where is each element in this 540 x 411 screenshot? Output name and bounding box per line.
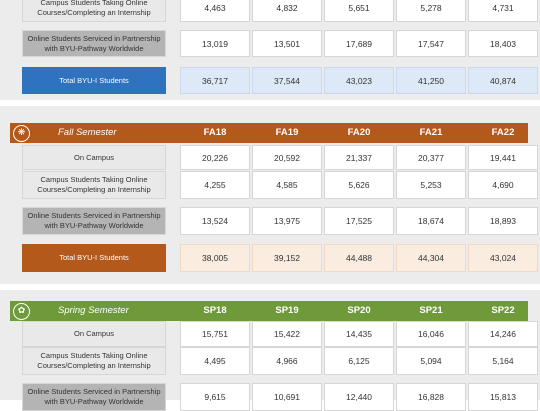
row-label: On Campus [22,145,166,170]
spring-pathway-row: Online Students Serviced in Partnership … [22,383,538,411]
value-cell: 4,690 [468,171,538,199]
value-cell: 43,024 [468,244,538,272]
value-cell: 5,094 [396,347,466,375]
value-cell: 18,674 [396,207,466,235]
value-cell: 4,832 [252,0,322,22]
value-cell: 18,403 [468,30,538,57]
value-cell: 19,441 [468,145,538,170]
row-label: Online Students Serviced in Partnership … [22,207,166,235]
value-cell: 13,975 [252,207,322,235]
value-cell: 17,689 [324,30,394,57]
value-cell: 10,691 [252,383,322,411]
column-header: FA20 [347,127,371,138]
value-cell: 39,152 [252,244,322,272]
value-cell: 4,463 [180,0,250,22]
spring-header: ✿ Spring Semester SP18 SP19 SP20 SP21 SP… [10,301,528,321]
value-cell: 15,751 [180,321,250,347]
value-cell: 16,046 [396,321,466,347]
value-cell: 5,164 [468,347,538,375]
flower-icon: ✿ [13,303,30,320]
row-label: Campus Students Taking Online Courses/Co… [22,0,166,22]
semester-title: Fall Semester [58,127,117,138]
spring-on-campus-row: On Campus 15,751 15,422 14,435 16,046 14… [22,321,538,347]
winter-pathway-row: Online Students Serviced in Partnership … [22,30,538,57]
value-cell: 20,377 [396,145,466,170]
value-cell: 18,893 [468,207,538,235]
value-cell: 44,488 [324,244,394,272]
winter-campus-online-row: Campus Students Taking Online Courses/Co… [22,0,538,22]
column-header: SP22 [491,305,515,316]
value-cell: 13,524 [180,207,250,235]
value-cell: 15,813 [468,383,538,411]
value-cell: 4,966 [252,347,322,375]
value-cell: 14,246 [468,321,538,347]
value-cell: 9,615 [180,383,250,411]
column-header: SP19 [275,305,299,316]
row-label: On Campus [22,321,166,347]
fall-header: ❋ Fall Semester FA18 FA19 FA20 FA21 FA22 [10,123,528,143]
maple-leaf-icon: ❋ [13,125,30,142]
column-header: FA21 [419,127,443,138]
value-cell: 5,626 [324,171,394,199]
value-cell: 4,585 [252,171,322,199]
value-cell: 5,651 [324,0,394,22]
value-cell: 13,501 [252,30,322,57]
fall-pathway-row: Online Students Serviced in Partnership … [22,207,538,235]
column-header: FA22 [491,127,515,138]
column-header: SP18 [203,305,227,316]
row-label: Total BYU-I Students [22,67,166,94]
value-cell: 4,731 [468,0,538,22]
fall-campus-online-row: Campus Students Taking Online Courses/Co… [22,171,538,199]
value-cell: 13,019 [180,30,250,57]
row-label: Online Students Serviced in Partnership … [22,383,166,411]
value-cell: 44,304 [396,244,466,272]
value-cell: 20,226 [180,145,250,170]
semester-title: Spring Semester [58,305,129,316]
column-header: SP21 [419,305,443,316]
value-cell: 17,547 [396,30,466,57]
value-cell: 17,525 [324,207,394,235]
fall-total-row: Total BYU-I Students 38,005 39,152 44,48… [22,244,538,272]
value-cell: 20,592 [252,145,322,170]
fall-on-campus-row: On Campus 20,226 20,592 21,337 20,377 19… [22,145,538,170]
value-cell: 5,253 [396,171,466,199]
winter-total-row: Total BYU-I Students 36,717 37,544 43,02… [22,67,538,94]
column-header: SP20 [347,305,371,316]
value-cell: 38,005 [180,244,250,272]
row-label: Campus Students Taking Online Courses/Co… [22,347,166,375]
column-header: FA19 [275,127,299,138]
value-cell: 43,023 [324,67,394,94]
value-cell: 4,255 [180,171,250,199]
value-cell: 41,250 [396,67,466,94]
column-header: FA18 [203,127,227,138]
value-cell: 16,828 [396,383,466,411]
row-label: Campus Students Taking Online Courses/Co… [22,171,166,199]
value-cell: 15,422 [252,321,322,347]
value-cell: 14,435 [324,321,394,347]
value-cell: 6,125 [324,347,394,375]
value-cell: 5,278 [396,0,466,22]
value-cell: 40,874 [468,67,538,94]
value-cell: 37,544 [252,67,322,94]
value-cell: 36,717 [180,67,250,94]
value-cell: 21,337 [324,145,394,170]
value-cell: 12,440 [324,383,394,411]
row-label: Online Students Serviced in Partnership … [22,30,166,57]
row-label: Total BYU-I Students [22,244,166,272]
spring-campus-online-row: Campus Students Taking Online Courses/Co… [22,347,538,375]
value-cell: 4,495 [180,347,250,375]
